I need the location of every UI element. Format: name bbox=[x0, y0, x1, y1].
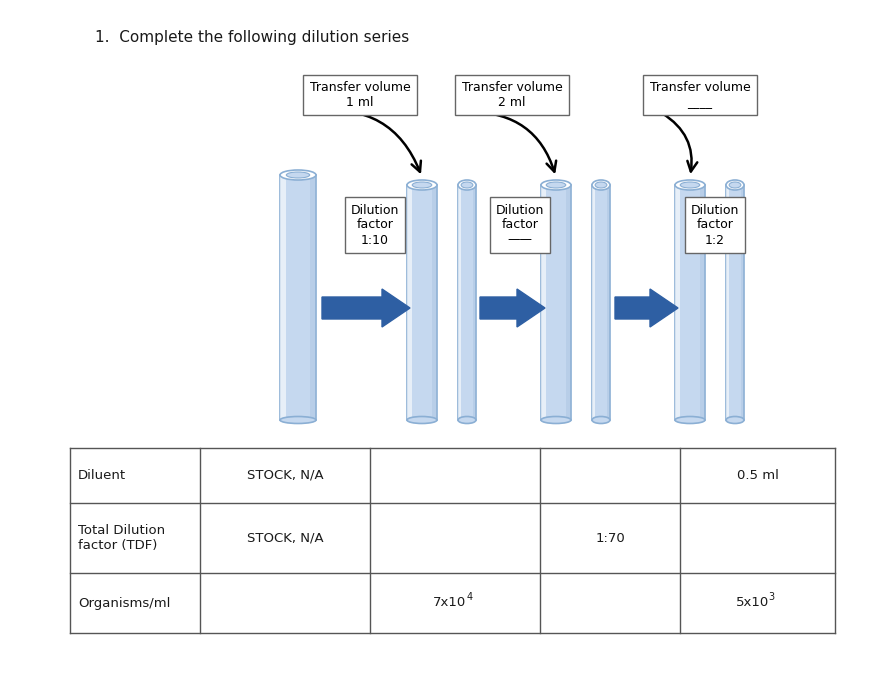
Text: Organisms/ml: Organisms/ml bbox=[78, 597, 170, 610]
Ellipse shape bbox=[546, 182, 566, 188]
Text: 3: 3 bbox=[769, 592, 775, 602]
Ellipse shape bbox=[413, 182, 432, 188]
Bar bbox=[592, 185, 610, 420]
Text: Dilution
factor
1:10: Dilution factor 1:10 bbox=[351, 203, 399, 247]
Text: 1:70: 1:70 bbox=[595, 532, 625, 544]
Ellipse shape bbox=[462, 182, 473, 188]
Ellipse shape bbox=[595, 182, 607, 188]
Ellipse shape bbox=[280, 170, 316, 180]
Bar bbox=[473, 185, 476, 420]
Text: Dilution
factor
1:2: Dilution factor 1:2 bbox=[691, 203, 740, 247]
Bar bbox=[431, 185, 437, 420]
Text: 7x10: 7x10 bbox=[433, 597, 467, 610]
Bar bbox=[699, 185, 705, 420]
Ellipse shape bbox=[458, 180, 476, 190]
Bar bbox=[566, 185, 571, 420]
Bar bbox=[280, 175, 287, 420]
Text: STOCK, N/A: STOCK, N/A bbox=[247, 469, 323, 482]
Ellipse shape bbox=[407, 180, 437, 190]
Ellipse shape bbox=[280, 416, 316, 424]
Ellipse shape bbox=[541, 180, 571, 190]
Text: Transfer volume
____: Transfer volume ____ bbox=[650, 81, 750, 109]
Bar bbox=[592, 185, 595, 420]
Ellipse shape bbox=[680, 182, 699, 188]
Ellipse shape bbox=[592, 416, 610, 424]
Text: Transfer volume
2 ml: Transfer volume 2 ml bbox=[462, 81, 562, 109]
Ellipse shape bbox=[675, 416, 705, 424]
Ellipse shape bbox=[286, 172, 310, 178]
Text: 1.  Complete the following dilution series: 1. Complete the following dilution serie… bbox=[95, 30, 409, 45]
Bar bbox=[740, 185, 744, 420]
Text: 4: 4 bbox=[466, 592, 472, 602]
FancyArrow shape bbox=[322, 289, 410, 327]
Ellipse shape bbox=[407, 416, 437, 424]
FancyArrow shape bbox=[480, 289, 545, 327]
Bar bbox=[407, 185, 413, 420]
Bar bbox=[726, 185, 744, 420]
Ellipse shape bbox=[592, 180, 610, 190]
Bar bbox=[407, 185, 437, 420]
Ellipse shape bbox=[458, 416, 476, 424]
Bar bbox=[675, 185, 681, 420]
FancyArrow shape bbox=[615, 289, 678, 327]
Text: 5x10: 5x10 bbox=[736, 597, 769, 610]
Bar bbox=[607, 185, 610, 420]
Bar bbox=[675, 185, 705, 420]
Ellipse shape bbox=[729, 182, 740, 188]
Ellipse shape bbox=[541, 416, 571, 424]
Bar bbox=[541, 185, 546, 420]
Text: Dilution
factor
——: Dilution factor —— bbox=[495, 203, 544, 247]
Bar bbox=[458, 185, 462, 420]
Bar bbox=[309, 175, 316, 420]
Ellipse shape bbox=[675, 180, 705, 190]
Bar bbox=[458, 185, 476, 420]
Text: 0.5 ml: 0.5 ml bbox=[737, 469, 779, 482]
Ellipse shape bbox=[726, 416, 744, 424]
Text: Transfer volume
1 ml: Transfer volume 1 ml bbox=[310, 81, 411, 109]
Bar bbox=[280, 175, 316, 420]
Bar bbox=[726, 185, 729, 420]
Ellipse shape bbox=[726, 180, 744, 190]
Text: STOCK, N/A: STOCK, N/A bbox=[247, 532, 323, 544]
Bar bbox=[541, 185, 571, 420]
Text: Total Dilution
factor (TDF): Total Dilution factor (TDF) bbox=[78, 524, 165, 552]
Text: Diluent: Diluent bbox=[78, 469, 127, 482]
